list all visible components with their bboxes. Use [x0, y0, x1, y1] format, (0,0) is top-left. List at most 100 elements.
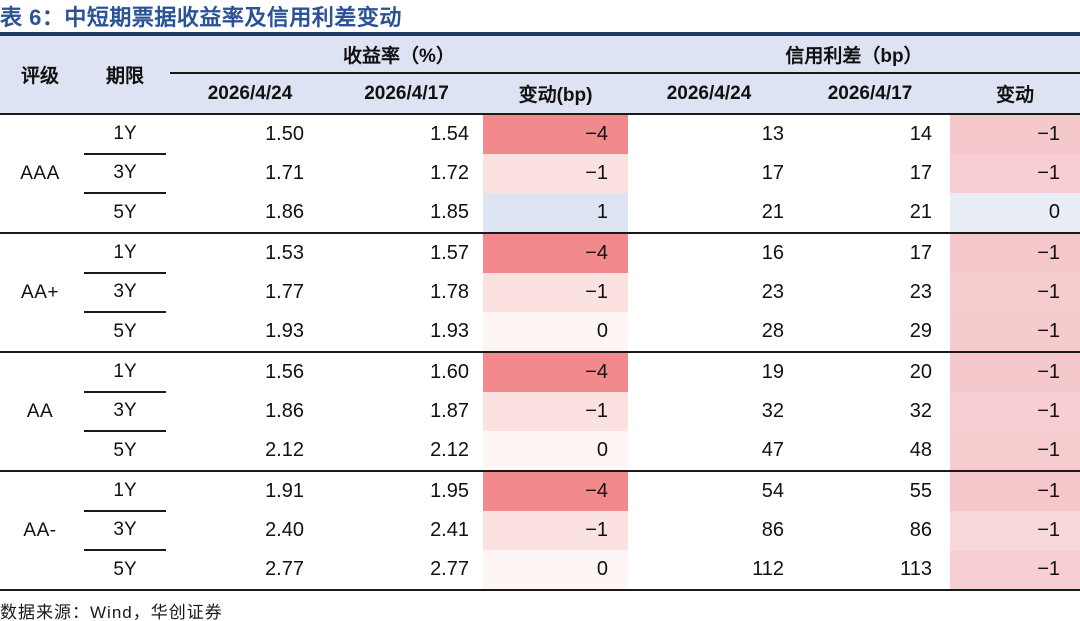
rating-group-AA-: AA- 1Y 1.91 1.95 −4 54 55 −1 3Y 2.40 2.41 −1 86 86 −1 5… — [0, 472, 1080, 591]
term-label: 3Y — [84, 153, 166, 194]
table-title-bar: 表 6：中短期票据收益率及信用利差变动 — [0, 0, 1080, 32]
yield-current-cell: 2.40 — [265, 519, 304, 541]
header-term: 期限 — [105, 66, 144, 87]
yield-previous-cell: 1.72 — [430, 162, 469, 184]
yield-current-cell: 1.86 — [265, 400, 304, 422]
spread-current-cell: 47 — [761, 439, 784, 461]
yield-change-cell: 0 — [483, 431, 628, 470]
yield-current-cell: 1.71 — [265, 162, 304, 184]
term-cell: 5Y — [80, 550, 170, 589]
spread-current-cell: 17 — [761, 162, 784, 184]
spread-previous-cell: 48 — [909, 439, 932, 461]
header-rating: 评级 — [20, 66, 59, 87]
yield-previous-cell: 2.77 — [430, 558, 469, 580]
spread-change-cell: −1 — [950, 154, 1080, 193]
term-cell: 1Y — [80, 352, 170, 393]
term-cell: 3Y — [80, 510, 170, 551]
rating-label: AA — [26, 400, 54, 422]
term-label: 5Y — [113, 320, 137, 342]
header-spread-date-2: 2026/4/17 — [827, 82, 913, 104]
table-body: AAA 1Y 1.50 1.54 −4 13 14 −1 3Y 1.71 1.72 −1 17 17 −1 5… — [0, 115, 1080, 591]
term-label: 3Y — [84, 510, 166, 551]
term-cell: 3Y — [80, 391, 170, 432]
term-label: 1Y — [84, 114, 166, 155]
yield-current-cell: 1.91 — [265, 480, 304, 502]
spread-change-cell: −1 — [950, 431, 1080, 470]
header-yield-date-2: 2026/4/17 — [364, 82, 449, 104]
spread-change-cell: 0 — [950, 193, 1080, 232]
header-spread-change: 变动 — [995, 85, 1034, 106]
yield-change-cell: 1 — [483, 193, 628, 232]
spread-current-cell: 23 — [761, 281, 784, 303]
spread-current-cell: 112 — [752, 558, 784, 580]
yield-change-cell: −4 — [483, 472, 628, 511]
term-cell: 3Y — [80, 153, 170, 194]
header-yield-group: 收益率（%） — [170, 36, 628, 74]
yield-change-cell: 0 — [483, 312, 628, 351]
spread-previous-cell: 23 — [909, 281, 932, 303]
spread-previous-cell: 86 — [909, 519, 932, 541]
yield-change-cell: −1 — [483, 392, 628, 431]
spread-previous-cell: 113 — [900, 558, 932, 580]
term-cell: 1Y — [80, 471, 170, 512]
rating-label: AA+ — [21, 281, 59, 303]
spread-change-cell: −1 — [950, 511, 1080, 550]
spread-change-cell: −1 — [950, 234, 1080, 273]
term-cell: 5Y — [80, 193, 170, 232]
spread-current-cell: 32 — [761, 400, 784, 422]
spread-current-cell: 16 — [761, 242, 784, 264]
yield-change-cell: −4 — [483, 234, 628, 273]
yield-previous-cell: 2.12 — [430, 439, 469, 461]
term-cell: 1Y — [80, 233, 170, 274]
term-cell: 3Y — [80, 272, 170, 313]
yield-change-cell: −4 — [483, 115, 628, 154]
yield-previous-cell: 2.41 — [430, 519, 469, 541]
spread-current-cell: 86 — [761, 519, 784, 541]
term-cell: 5Y — [80, 431, 170, 470]
table-footer: 数据来源：Wind，华创证券 — [0, 591, 1080, 621]
term-label: 3Y — [84, 391, 166, 432]
header-spread-group: 信用利差（bp） — [628, 36, 1080, 74]
spread-change-cell: −1 — [950, 550, 1080, 589]
yield-current-cell: 2.12 — [265, 439, 304, 461]
term-label: 1Y — [84, 233, 166, 274]
spread-change-cell: −1 — [950, 472, 1080, 511]
term-label: 5Y — [113, 201, 137, 223]
term-cell: 1Y — [80, 114, 170, 155]
yield-change-cell: −4 — [483, 353, 628, 392]
rating-label: AA- — [23, 519, 57, 541]
spread-previous-cell: 20 — [909, 361, 932, 383]
spread-current-cell: 28 — [761, 320, 784, 342]
spread-previous-cell: 14 — [909, 123, 932, 145]
term-cell: 5Y — [80, 312, 170, 351]
term-label: 1Y — [84, 352, 166, 393]
yield-change-cell: −1 — [483, 154, 628, 193]
yield-previous-cell: 1.78 — [430, 281, 469, 303]
rating-group-AAA: AAA 1Y 1.50 1.54 −4 13 14 −1 3Y 1.71 1.72 −1 17 17 −1 5… — [0, 115, 1080, 234]
spread-change-cell: −1 — [950, 353, 1080, 392]
spread-change-cell: −1 — [950, 115, 1080, 154]
yield-current-cell: 1.93 — [265, 320, 304, 342]
yield-previous-cell: 1.54 — [430, 123, 469, 145]
rating-group-AA+: AA+ 1Y 1.53 1.57 −4 16 17 −1 3Y 1.77 1.78 −1 23 23 −1 5… — [0, 234, 1080, 353]
header-spread-date-1: 2026/4/24 — [666, 82, 752, 104]
yield-previous-cell: 1.85 — [430, 201, 469, 223]
table-header: 评级 期限 收益率（%） 信用利差（bp） 2026/4/24 2026/4/1… — [0, 36, 1080, 115]
spread-previous-cell: 29 — [909, 320, 932, 342]
rating-label: AAA — [20, 162, 60, 184]
yield-current-cell: 1.56 — [265, 361, 304, 383]
spread-change-cell: −1 — [950, 392, 1080, 431]
term-label: 5Y — [113, 558, 137, 580]
table-title: 表 6：中短期票据收益率及信用利差变动 — [0, 5, 402, 30]
yield-previous-cell: 1.95 — [430, 480, 469, 502]
yield-previous-cell: 1.93 — [430, 320, 469, 342]
yield-change-cell: −1 — [483, 511, 628, 550]
header-yield-change: 变动(bp) — [518, 85, 593, 106]
spread-current-cell: 13 — [761, 123, 784, 145]
term-label: 3Y — [84, 272, 166, 313]
spread-current-cell: 54 — [761, 480, 784, 502]
spread-previous-cell: 21 — [909, 201, 932, 223]
yield-current-cell: 1.86 — [265, 201, 304, 223]
term-label: 1Y — [84, 471, 166, 512]
